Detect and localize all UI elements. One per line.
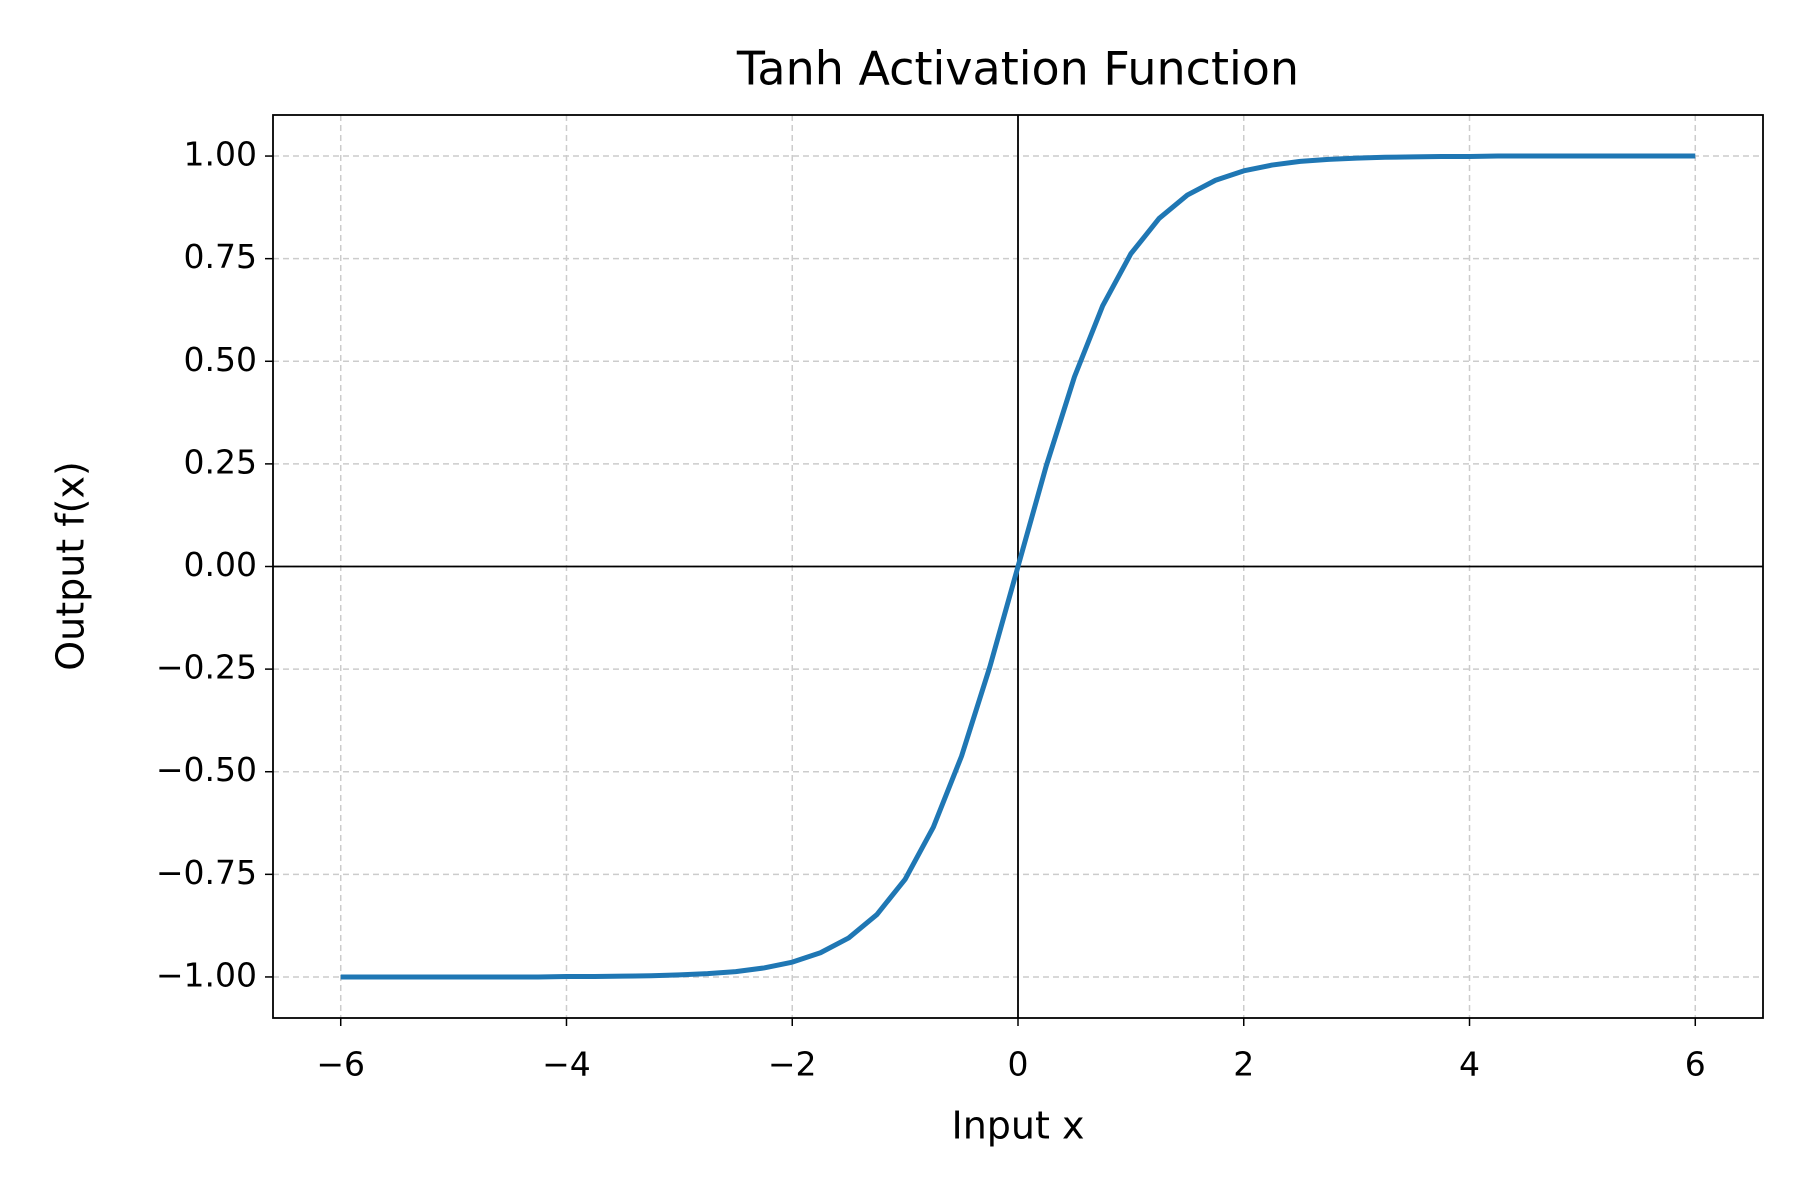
y-tick-label: −0.75 [156,853,257,892]
x-tick-label: −4 [542,1045,591,1084]
y-tick-label: −0.50 [156,750,257,789]
x-axis-label: Input x [952,1104,1085,1148]
x-tick-label: −2 [768,1045,817,1084]
y-tick-label: 1.00 [184,135,257,174]
data-line [340,153,1696,980]
y-tick-label: 0.50 [184,340,257,379]
y-tick-label: 0.75 [184,237,257,276]
plot-frame [272,114,1764,1019]
chart-title: Tanh Activation Function [736,42,1299,96]
y-tick-label: −1.00 [156,955,257,994]
y-axis-label: Output f(x) [49,461,93,671]
x-tick-label: −6 [316,1045,365,1084]
x-tick-label: 0 [1008,1045,1029,1084]
y-tick-label: 0.00 [184,545,257,584]
x-tick-label: 6 [1685,1045,1706,1084]
y-tick-label: 0.25 [184,442,257,481]
x-tick-label: 2 [1233,1045,1254,1084]
x-tick-label: 4 [1459,1045,1480,1084]
y-tick-label: −0.25 [156,648,257,687]
